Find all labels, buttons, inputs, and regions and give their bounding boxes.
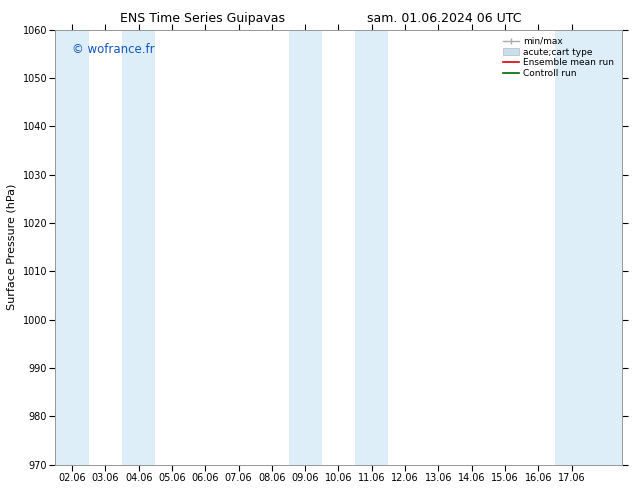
Bar bbox=[55, 30, 89, 465]
Bar bbox=[288, 30, 322, 465]
Text: sam. 01.06.2024 06 UTC: sam. 01.06.2024 06 UTC bbox=[366, 12, 521, 25]
Bar bbox=[122, 30, 155, 465]
Legend: min/max, acute;cart type, Ensemble mean run, Controll run: min/max, acute;cart type, Ensemble mean … bbox=[500, 34, 617, 81]
Y-axis label: Surface Pressure (hPa): Surface Pressure (hPa) bbox=[7, 184, 17, 310]
Bar bbox=[555, 30, 621, 465]
Bar bbox=[355, 30, 389, 465]
Text: ENS Time Series Guipavas: ENS Time Series Guipavas bbox=[120, 12, 285, 25]
Text: © wofrance.fr: © wofrance.fr bbox=[72, 43, 155, 56]
